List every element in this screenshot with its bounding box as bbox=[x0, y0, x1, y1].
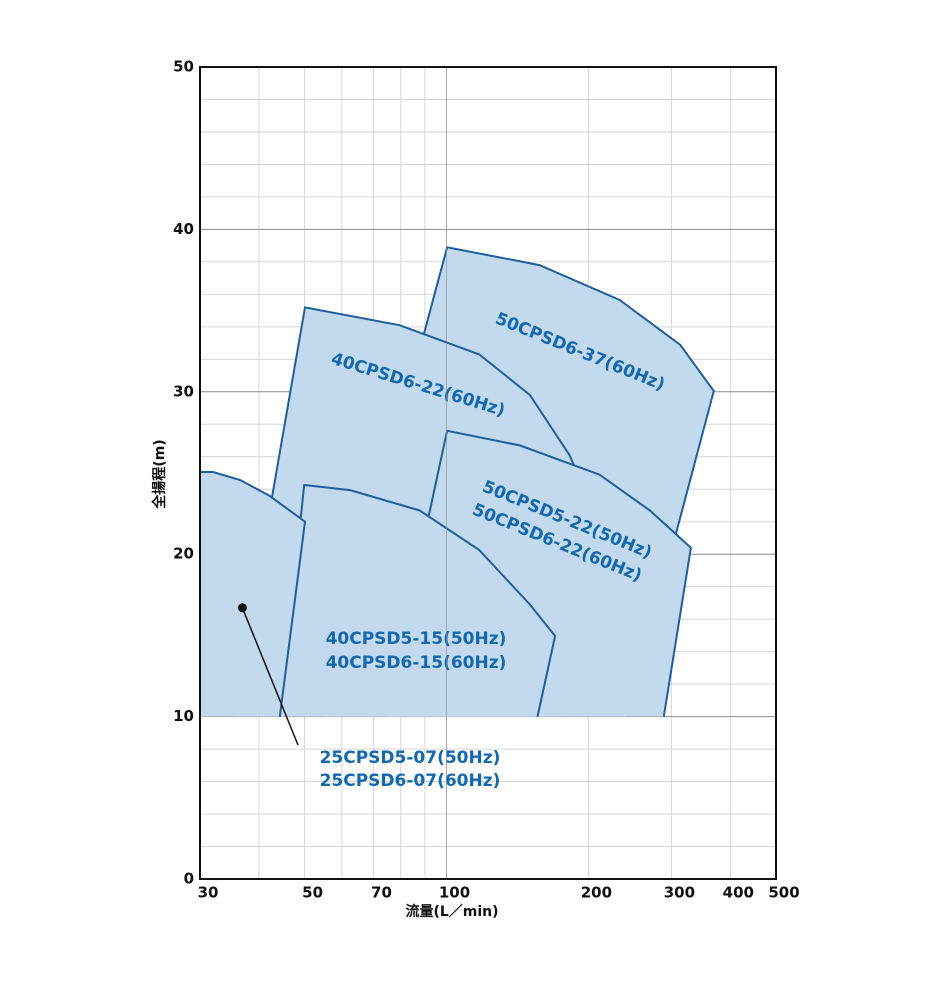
x-tick-label: 50 bbox=[302, 884, 323, 902]
region-label: 40CPSD6-15(60Hz) bbox=[326, 653, 507, 673]
y-tick-label: 30 bbox=[173, 382, 194, 400]
x-tick-label: 70 bbox=[371, 884, 392, 902]
x-axis-label: 流量(L／min) bbox=[405, 903, 498, 920]
y-tick-label: 50 bbox=[173, 58, 194, 76]
region-outline bbox=[320, 246, 715, 717]
y-tick-label: 10 bbox=[173, 707, 194, 725]
region-outline bbox=[278, 483, 557, 717]
y-tick-label: 40 bbox=[173, 220, 194, 238]
y-tick-label: 20 bbox=[173, 545, 194, 563]
x-tick-label: 100 bbox=[439, 884, 470, 902]
region-label: 25CPSD6-07(60Hz) bbox=[320, 771, 501, 791]
x-tick-label: 30 bbox=[198, 884, 219, 902]
region bbox=[279, 485, 556, 717]
region-outline bbox=[384, 429, 692, 717]
x-tick-label: 400 bbox=[723, 884, 754, 902]
region-label: 25CPSD5-07(50Hz) bbox=[320, 748, 501, 768]
x-tick-label: 500 bbox=[768, 884, 799, 902]
y-axis-label: 全揚程(m) bbox=[151, 439, 168, 509]
y-tick-label: 0 bbox=[184, 870, 194, 888]
region bbox=[200, 472, 305, 717]
x-tick-label: 300 bbox=[664, 884, 695, 902]
region-label: 40CPSD5-15(50Hz) bbox=[326, 629, 507, 649]
x-tick-label: 200 bbox=[581, 884, 612, 902]
annotation-point bbox=[237, 603, 247, 613]
plot-frame bbox=[199, 66, 777, 880]
annotation-leader bbox=[241, 607, 299, 746]
